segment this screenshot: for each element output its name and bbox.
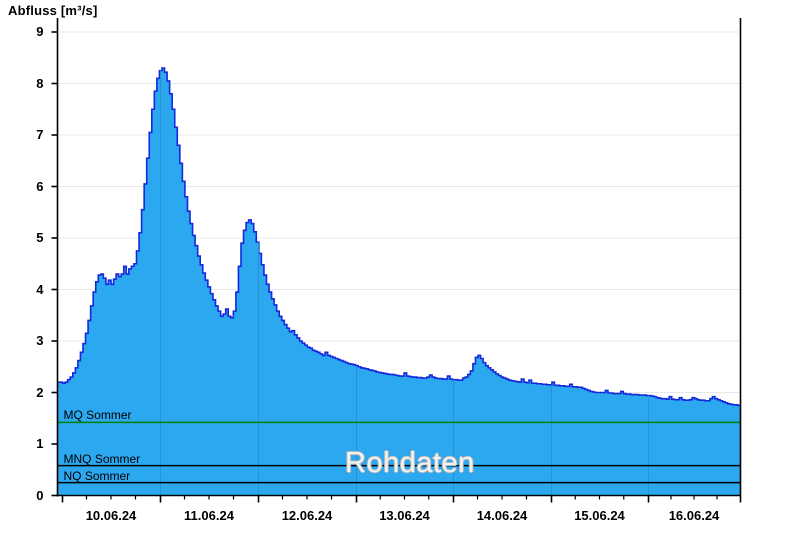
threshold-label-2: NQ Sommer — [63, 468, 131, 483]
y-tick-label-5: 5 — [36, 230, 44, 245]
axes — [56, 18, 742, 497]
x-tick-label-0: 10.06.24 — [85, 507, 137, 523]
x-tick-label-6: 16.06.24 — [668, 507, 720, 523]
x-tick-label-5: 15.06.24 — [574, 507, 625, 523]
discharge-area-series — [57, 67, 741, 496]
discharge-outline — [57, 67, 741, 407]
y-tick-label-3: 3 — [36, 333, 44, 348]
y-tick-label-0: 0 — [36, 487, 44, 503]
y-tick-label-1: 1 — [36, 436, 44, 451]
x-tick-label-3: 13.06.24 — [379, 507, 430, 523]
chart-title: Abfluss [m³/s] — [8, 3, 98, 18]
day-separators — [160, 70, 649, 496]
threshold-label-0: MQ Sommer — [63, 408, 132, 423]
y-tick-label-9: 9 — [36, 24, 44, 39]
threshold-label-1: MNQ Sommer — [63, 451, 141, 466]
y-tick-label-7: 7 — [36, 127, 44, 142]
y-tick-label-8: 8 — [36, 75, 44, 91]
discharge-area-fill — [57, 68, 741, 496]
x-tick-label-4: 14.06.24 — [476, 507, 528, 523]
threshold-lines — [57, 421, 741, 484]
x-tick-label-1: 11.06.24 — [184, 507, 234, 523]
y-tick-label-6: 6 — [36, 178, 44, 194]
axis-ticks — [51, 31, 742, 503]
y-tick-label-4: 4 — [36, 281, 44, 297]
y-tick-label-2: 2 — [36, 384, 44, 400]
x-tick-label-2: 12.06.24 — [281, 507, 333, 523]
